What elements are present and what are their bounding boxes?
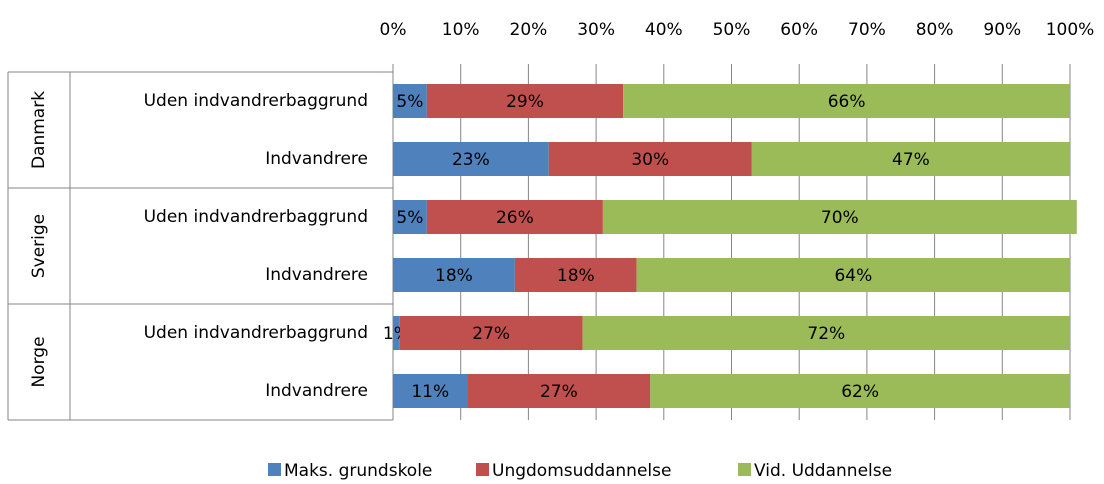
data-label: 5% [396, 92, 423, 112]
bar-segment [393, 316, 400, 350]
x-tick-label: 60% [780, 20, 818, 40]
bar-segment [602, 200, 1077, 234]
y-tick-label: Indvandrere [265, 381, 368, 401]
bar-segment [426, 84, 624, 118]
bar-segment [467, 374, 651, 408]
bar-segment [751, 142, 1070, 176]
legend-swatch [738, 463, 751, 476]
bar-segment [623, 84, 1070, 118]
data-label: 29% [506, 92, 544, 112]
data-label: 5% [396, 208, 423, 228]
legend-label: Maks. grundskole [284, 461, 432, 481]
x-tick-label: 50% [713, 20, 751, 40]
x-tick-label: 80% [916, 20, 954, 40]
legend-label: Ungdomsuddannelse [492, 461, 671, 481]
x-tick-label: 0% [380, 20, 407, 40]
legend-swatch [268, 463, 281, 476]
y-tick-label: Indvandrere [265, 265, 368, 285]
bar-segment [426, 200, 603, 234]
bar-segment [393, 200, 427, 234]
x-tick-label: 90% [983, 20, 1021, 40]
group-label: Danmark [29, 91, 49, 169]
group-label: Sverige [29, 214, 49, 278]
x-tick-label: 40% [645, 20, 683, 40]
bar-segment [393, 374, 468, 408]
data-label: 30% [631, 150, 669, 170]
x-tick-label: 10% [442, 20, 480, 40]
legend-label: Vid. Uddannelse [754, 461, 892, 481]
bar-segment [548, 142, 752, 176]
data-label: 18% [435, 266, 473, 286]
x-tick-label: 70% [848, 20, 886, 40]
x-tick-label: 20% [510, 20, 548, 40]
group-label: Norge [29, 336, 49, 387]
data-label: 27% [540, 382, 578, 402]
y-tick-label: Uden indvandrerbaggrund [144, 323, 368, 343]
data-label: 27% [472, 324, 510, 344]
data-label: 70% [821, 208, 859, 228]
bar-segment [636, 258, 1070, 292]
bar-segment [582, 316, 1070, 350]
data-label: 62% [841, 382, 879, 402]
bar-segment [393, 142, 549, 176]
x-tick-label: 100% [1046, 20, 1095, 40]
data-label: 64% [834, 266, 872, 286]
data-label: 47% [892, 150, 930, 170]
bar-segment [514, 258, 637, 292]
data-label: 11% [411, 382, 449, 402]
bar-segment [399, 316, 583, 350]
y-tick-label: Uden indvandrerbaggrund [144, 207, 368, 227]
bar-segment [650, 374, 1070, 408]
y-tick-label: Uden indvandrerbaggrund [144, 91, 368, 111]
bar-segment [393, 258, 515, 292]
data-label: 66% [828, 92, 866, 112]
y-tick-label: Indvandrere [265, 149, 368, 169]
legend-swatch [476, 463, 489, 476]
data-label: 72% [807, 324, 845, 344]
x-tick-label: 30% [577, 20, 615, 40]
data-label: 26% [496, 208, 534, 228]
data-label: 18% [557, 266, 595, 286]
bar-segment [393, 84, 427, 118]
data-label: 23% [452, 150, 490, 170]
